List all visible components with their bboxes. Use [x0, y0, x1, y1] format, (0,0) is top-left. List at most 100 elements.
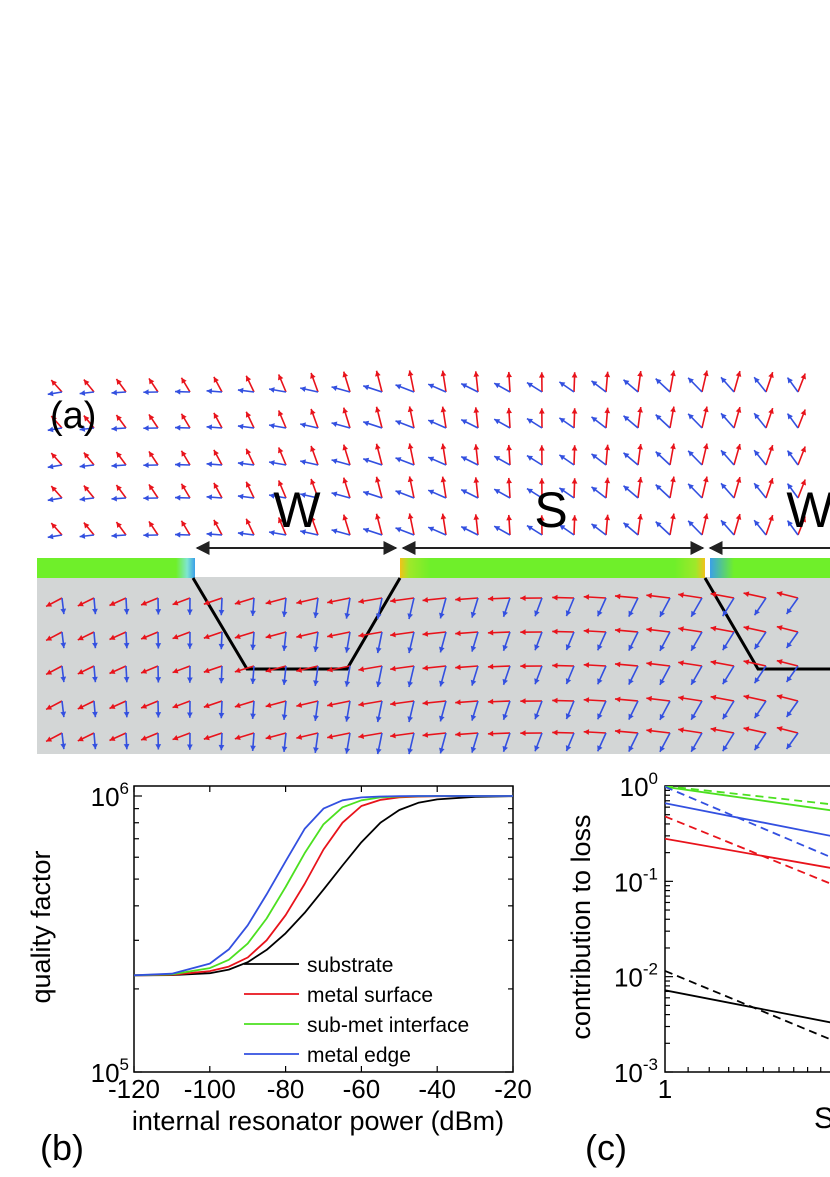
field-arrow-pair: [296, 732, 319, 753]
field-arrow-pair: [331, 477, 351, 499]
field-arrow-pair: [79, 452, 95, 469]
c-series-dashed-line: [665, 786, 830, 806]
b-legend-label: metal edge: [307, 1044, 411, 1067]
field-arrow-pair: [300, 478, 319, 499]
field-arrow-pair: [203, 732, 225, 751]
field-arrow-pair: [776, 659, 799, 683]
b-legend-item: metal surface: [244, 984, 433, 1007]
field-arrow-pair: [776, 726, 799, 750]
panel-c-label: (c): [585, 1127, 627, 1168]
field-arrow-pair: [234, 700, 256, 720]
field-arrow-pair: [363, 476, 383, 499]
field-arrow-pair: [45, 732, 67, 750]
field-arrow-pair: [552, 697, 575, 720]
field-arrow-pair: [622, 476, 643, 499]
field-arrow-pair: [300, 445, 319, 466]
center-conductor: [400, 558, 705, 578]
field-arrow-pair: [237, 448, 255, 467]
field-arrow-pair: [45, 665, 67, 683]
field-arrow-pair: [331, 514, 351, 536]
field-arrow-pair: [300, 372, 319, 393]
field-arrow-pair: [172, 631, 193, 649]
field-arrow-pair: [265, 597, 288, 617]
field-arrow-pair: [327, 631, 351, 653]
field-arrow-pair: [47, 485, 63, 503]
c-series-dashed-line: [665, 786, 830, 858]
field-arrow-pair: [390, 700, 415, 723]
field-arrow-pair: [526, 515, 545, 536]
field-arrow-pair: [111, 484, 127, 502]
field-arrow-pair: [526, 478, 545, 499]
field-arrow-pair: [520, 663, 543, 685]
field-arrow-pair: [47, 379, 63, 397]
field-arrow-pair: [331, 444, 351, 466]
field-arrow-pair: [591, 371, 611, 393]
b-xtick-label: -20: [494, 1074, 532, 1104]
b-legend: substrate metal surface sub-met interface m…: [244, 954, 469, 1067]
field-arrow-pair: [77, 665, 98, 683]
field-arrow-pair: [687, 370, 709, 393]
field-arrow-pair: [487, 595, 511, 618]
field-arrow-pair: [175, 520, 191, 538]
field-arrow-pair: [390, 631, 415, 654]
field-arrow-pair: [591, 444, 611, 466]
field-arrow-pair: [552, 729, 575, 752]
field-arrow-pair: [363, 370, 383, 393]
field-arrow-pair: [678, 727, 703, 753]
field-arrow-pair: [327, 732, 351, 754]
c-xtick-labels: 1: [658, 1074, 672, 1104]
field-arrow-pair: [520, 698, 543, 720]
field-arrow-pair: [710, 694, 735, 720]
field-arrow-pair: [45, 631, 67, 649]
field-arrow-pair: [526, 408, 545, 429]
field-arrow-pair: [753, 444, 774, 466]
field-arrow-pair: [493, 407, 512, 429]
c-series-dashed-line: [665, 815, 830, 885]
field-arrow-pair: [427, 370, 447, 393]
field-arrow-pair: [327, 597, 351, 619]
field-arrow-pair: [358, 597, 383, 620]
field-arrow-pair: [358, 631, 383, 654]
field-arrow-pair: [614, 593, 639, 617]
field-arrow-pair: [206, 449, 223, 468]
field-arrow-pair: [678, 695, 703, 721]
field-arrow-pair: [265, 665, 288, 685]
field-arrow-pair: [206, 519, 223, 538]
field-arrow-pair: [140, 631, 162, 649]
field-arrow-pair: [655, 370, 676, 393]
field-arrow-pair: [710, 625, 735, 651]
field-arrow-pair: [622, 406, 643, 429]
field-arrow-pair: [363, 443, 383, 466]
field-arrow-pair: [172, 732, 193, 750]
field-arrow-pair: [687, 476, 709, 499]
field-arrow-pair: [237, 411, 255, 430]
field-arrow-pair: [786, 373, 806, 393]
field-arrow-pair: [175, 413, 191, 431]
field-arrow-pair: [646, 727, 671, 753]
field-arrow-pair: [460, 371, 480, 393]
panel-a-field-diagram: W S W (a): [37, 370, 830, 755]
field-arrow-pair: [487, 663, 511, 686]
field-arrow-pair: [583, 662, 607, 685]
field-arrow-pair: [422, 597, 447, 619]
field-arrow-pair: [422, 700, 447, 722]
field-arrow-pair: [109, 631, 130, 649]
field-arrow-pair: [493, 444, 512, 466]
substrate-region: [37, 577, 830, 754]
field-arrow-pair: [47, 522, 63, 540]
field-arrow-pair: [743, 625, 767, 650]
field-arrow-pair: [268, 480, 287, 499]
field-arrow-pair: [646, 695, 671, 721]
field-arrow-pair: [265, 700, 288, 720]
field-arrow-pair: [234, 631, 256, 651]
b-xtick-label: -60: [343, 1074, 381, 1104]
field-arrow-pair: [678, 592, 703, 618]
field-arrow-pair: [493, 514, 512, 536]
field-arrow-pair: [614, 661, 639, 685]
b-legend-label: substrate: [307, 954, 393, 977]
field-arrow-pair: [327, 700, 351, 722]
field-arrow-pair: [172, 665, 193, 683]
b-legend-label: sub-met interface: [307, 1014, 469, 1037]
field-arrow-pair: [77, 732, 98, 750]
field-arrow-pair: [786, 409, 806, 429]
